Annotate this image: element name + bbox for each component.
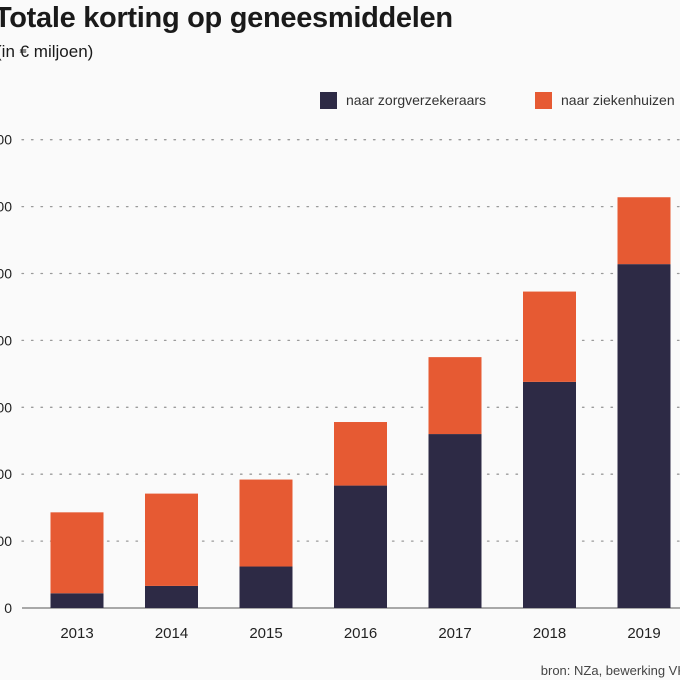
y-tick-label: 700 <box>0 132 12 148</box>
legend-item-zorgverzekeraars: naar zorgverzekeraars <box>320 90 486 110</box>
legend-swatch-zorgverzekeraars <box>320 91 337 109</box>
legend-label-ziekenhuizen: naar ziekenhuizen <box>561 92 675 108</box>
y-tick-label: 500 <box>0 266 12 282</box>
legend-item-ziekenhuizen: naar ziekenhuizen <box>535 90 675 110</box>
bar-segment-ziekenhuizen <box>50 512 104 594</box>
bar-segment-zorgverzekeraars <box>523 381 576 608</box>
y-tick-label: 400 <box>0 332 12 348</box>
bar-segment-zorgverzekeraars <box>617 264 671 608</box>
legend-swatch-ziekenhuizen <box>535 91 552 109</box>
source-note: bron: NZa, bewerking VK <box>540 663 680 678</box>
y-tick-label: 300 <box>0 399 12 415</box>
bar-segment-ziekenhuizen <box>617 197 671 265</box>
x-tick-label: 2013 <box>60 625 93 642</box>
chart-title: Totale korting op geneesmiddelen <box>0 2 453 34</box>
x-tick-label: 2017 <box>438 625 471 642</box>
bar-segment-ziekenhuizen <box>334 422 387 486</box>
x-tick-label: 2018 <box>533 625 566 642</box>
bar-segment-zorgverzekeraars <box>239 566 293 608</box>
y-tick-label: 100 <box>0 533 12 549</box>
chart-subtitle: (in € miljoen) <box>0 42 94 61</box>
bar-segment-zorgverzekeraars <box>145 585 198 608</box>
x-tick-label: 2015 <box>249 625 282 642</box>
bar-segment-ziekenhuizen <box>145 493 198 586</box>
bar-segment-zorgverzekeraars <box>428 434 482 608</box>
y-tick-label: 600 <box>0 199 12 215</box>
bar-segment-ziekenhuizen <box>239 479 293 567</box>
x-tick-label: 2014 <box>155 625 188 642</box>
y-tick-label: 0 <box>4 600 12 616</box>
bar-segment-zorgverzekeraars <box>50 593 104 608</box>
x-tick-label: 2016 <box>344 625 377 642</box>
bar-segment-ziekenhuizen <box>428 357 482 435</box>
bar-segment-ziekenhuizen <box>523 291 576 382</box>
x-tick-label: 2019 <box>627 625 660 642</box>
bar-segment-zorgverzekeraars <box>334 485 387 608</box>
legend-label-zorgverzekeraars: naar zorgverzekeraars <box>346 92 487 108</box>
y-tick-label: 200 <box>0 466 12 482</box>
